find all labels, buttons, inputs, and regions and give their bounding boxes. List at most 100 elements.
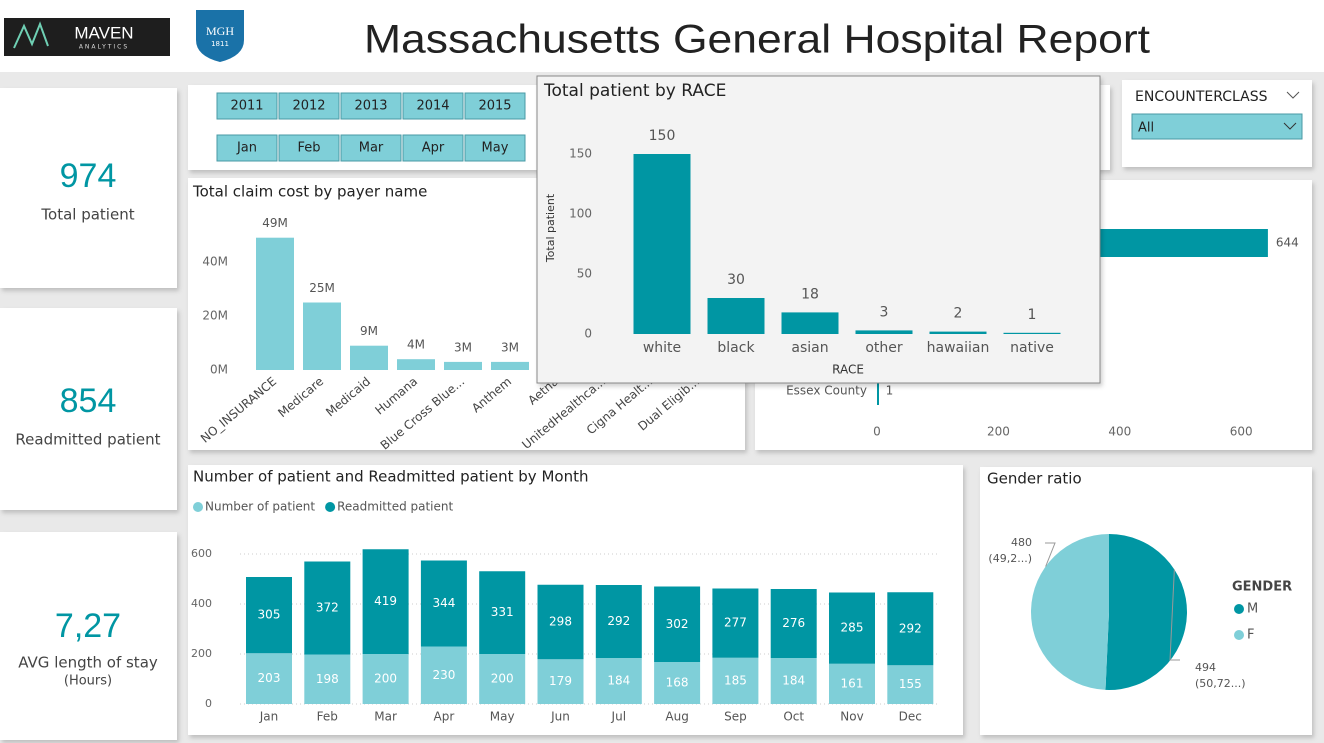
- bar: [707, 298, 765, 334]
- dropdown-value: All: [1138, 121, 1154, 136]
- data-label: 1: [1028, 307, 1037, 323]
- bar-segment: [595, 658, 642, 704]
- bar-segment: [246, 653, 292, 704]
- slicer-button[interactable]: [278, 134, 340, 162]
- mgh-text: MGH: [206, 24, 234, 38]
- mgh-year: 1811: [211, 40, 229, 48]
- slicer-button-label: 2011: [230, 99, 263, 114]
- bar: [633, 154, 691, 334]
- y-tick-label: 20M: [202, 309, 228, 323]
- bar-segment: [712, 588, 759, 658]
- legend-swatch: [193, 502, 203, 512]
- bar-segment: [304, 654, 351, 704]
- data-label: 494: [1195, 661, 1216, 674]
- bar: [491, 361, 529, 370]
- legend-label: Readmitted patient: [337, 500, 453, 514]
- y-tick-label: 150: [569, 147, 592, 161]
- x-tick-label: Jan: [259, 710, 279, 724]
- chart-title: Number of patient and Readmitted patient…: [193, 468, 588, 486]
- data-label: 203: [258, 671, 281, 685]
- pie-slice: [1105, 534, 1187, 690]
- data-label: 198: [316, 672, 339, 686]
- bar: [444, 361, 482, 370]
- bar-segment: [420, 560, 467, 647]
- data-label: 480: [1011, 536, 1032, 549]
- x-tick-label: Jun: [550, 710, 570, 724]
- bar-segment: [887, 592, 934, 666]
- slicer-button-label: 2012: [292, 99, 325, 114]
- x-tick-label: Jul: [611, 710, 626, 724]
- bar: [929, 331, 987, 334]
- maven-text: MAVEN: [74, 23, 133, 42]
- y-axis-label: Total patient: [544, 193, 557, 263]
- y-tick-label: 600: [191, 547, 212, 560]
- slicer-button[interactable]: [216, 134, 278, 162]
- data-label: 200: [491, 672, 514, 686]
- data-label: 372: [316, 601, 339, 615]
- kpi-label: Total patient: [40, 206, 134, 224]
- data-label: 150: [649, 128, 676, 144]
- slicer-button[interactable]: [464, 134, 526, 162]
- kpi-value: 854: [60, 382, 117, 420]
- data-label: 276: [782, 616, 805, 630]
- y-tick-label: 200: [191, 647, 212, 660]
- slicer-button[interactable]: [216, 92, 278, 120]
- chart-title: Gender ratio: [987, 470, 1082, 488]
- slicer-button-label: Feb: [297, 141, 320, 156]
- bar-segment: [537, 584, 584, 660]
- data-label: 3M: [501, 340, 519, 354]
- bar-segment: [420, 646, 467, 704]
- data-label: 200: [374, 672, 397, 686]
- x-tick-label: other: [865, 340, 903, 356]
- slicer-button[interactable]: [340, 92, 402, 120]
- slicer-button-label: 2015: [478, 99, 511, 114]
- y-tick-label: 50: [577, 267, 592, 281]
- kpi-card: [0, 532, 177, 740]
- slicer-button[interactable]: [402, 134, 464, 162]
- bar: [781, 312, 839, 334]
- slicer-button[interactable]: [278, 92, 340, 120]
- x-tick-label: black: [717, 340, 755, 356]
- x-tick-label: native: [1010, 340, 1054, 356]
- slicer-button[interactable]: [340, 134, 402, 162]
- kpi-card: [0, 308, 177, 510]
- mgh-shield: [196, 10, 244, 62]
- bar-segment: [595, 585, 642, 658]
- kpi-label: Readmitted patient: [15, 431, 160, 449]
- popup-card: [536, 75, 1101, 384]
- bar: [397, 359, 435, 370]
- data-label: 644: [1276, 236, 1299, 250]
- bar: [350, 345, 388, 370]
- bar-segment: [770, 658, 817, 704]
- bar-segment: [654, 586, 701, 662]
- kpi-label: AVG length of stay: [18, 654, 158, 672]
- y-tick-label: 0: [584, 327, 592, 341]
- data-label: 305: [258, 608, 281, 622]
- data-label: 9M: [360, 324, 378, 338]
- data-label: 292: [899, 621, 922, 635]
- data-label: 49M: [262, 216, 288, 230]
- data-label: 277: [724, 616, 747, 630]
- chart-title: Total claim cost by payer name: [192, 183, 427, 201]
- leader-line: [1169, 569, 1180, 661]
- slicer-button[interactable]: [402, 92, 464, 120]
- bar: [855, 330, 913, 334]
- slicer-button[interactable]: [464, 92, 526, 120]
- bar-segment: [654, 662, 701, 704]
- y-tick-label: 40M: [202, 255, 228, 269]
- x-axis-label: RACE: [832, 363, 864, 377]
- data-label: 285: [841, 621, 864, 635]
- data-label: 184: [782, 674, 805, 688]
- legend-label: F: [1247, 628, 1254, 643]
- slicer-button-label: May: [482, 141, 509, 156]
- x-tick-label: Sep: [724, 710, 747, 724]
- bar-segment: [829, 592, 875, 664]
- x-tick-label: 200: [987, 425, 1010, 439]
- bar-segment: [479, 571, 526, 654]
- kpi-sublabel: (Hours): [64, 674, 112, 689]
- data-label: 18: [801, 286, 819, 302]
- chart-title: Total patient by RACE: [543, 81, 726, 101]
- dropdown[interactable]: [1131, 113, 1303, 140]
- bar-segment: [246, 577, 292, 654]
- legend-swatch: [1234, 630, 1244, 640]
